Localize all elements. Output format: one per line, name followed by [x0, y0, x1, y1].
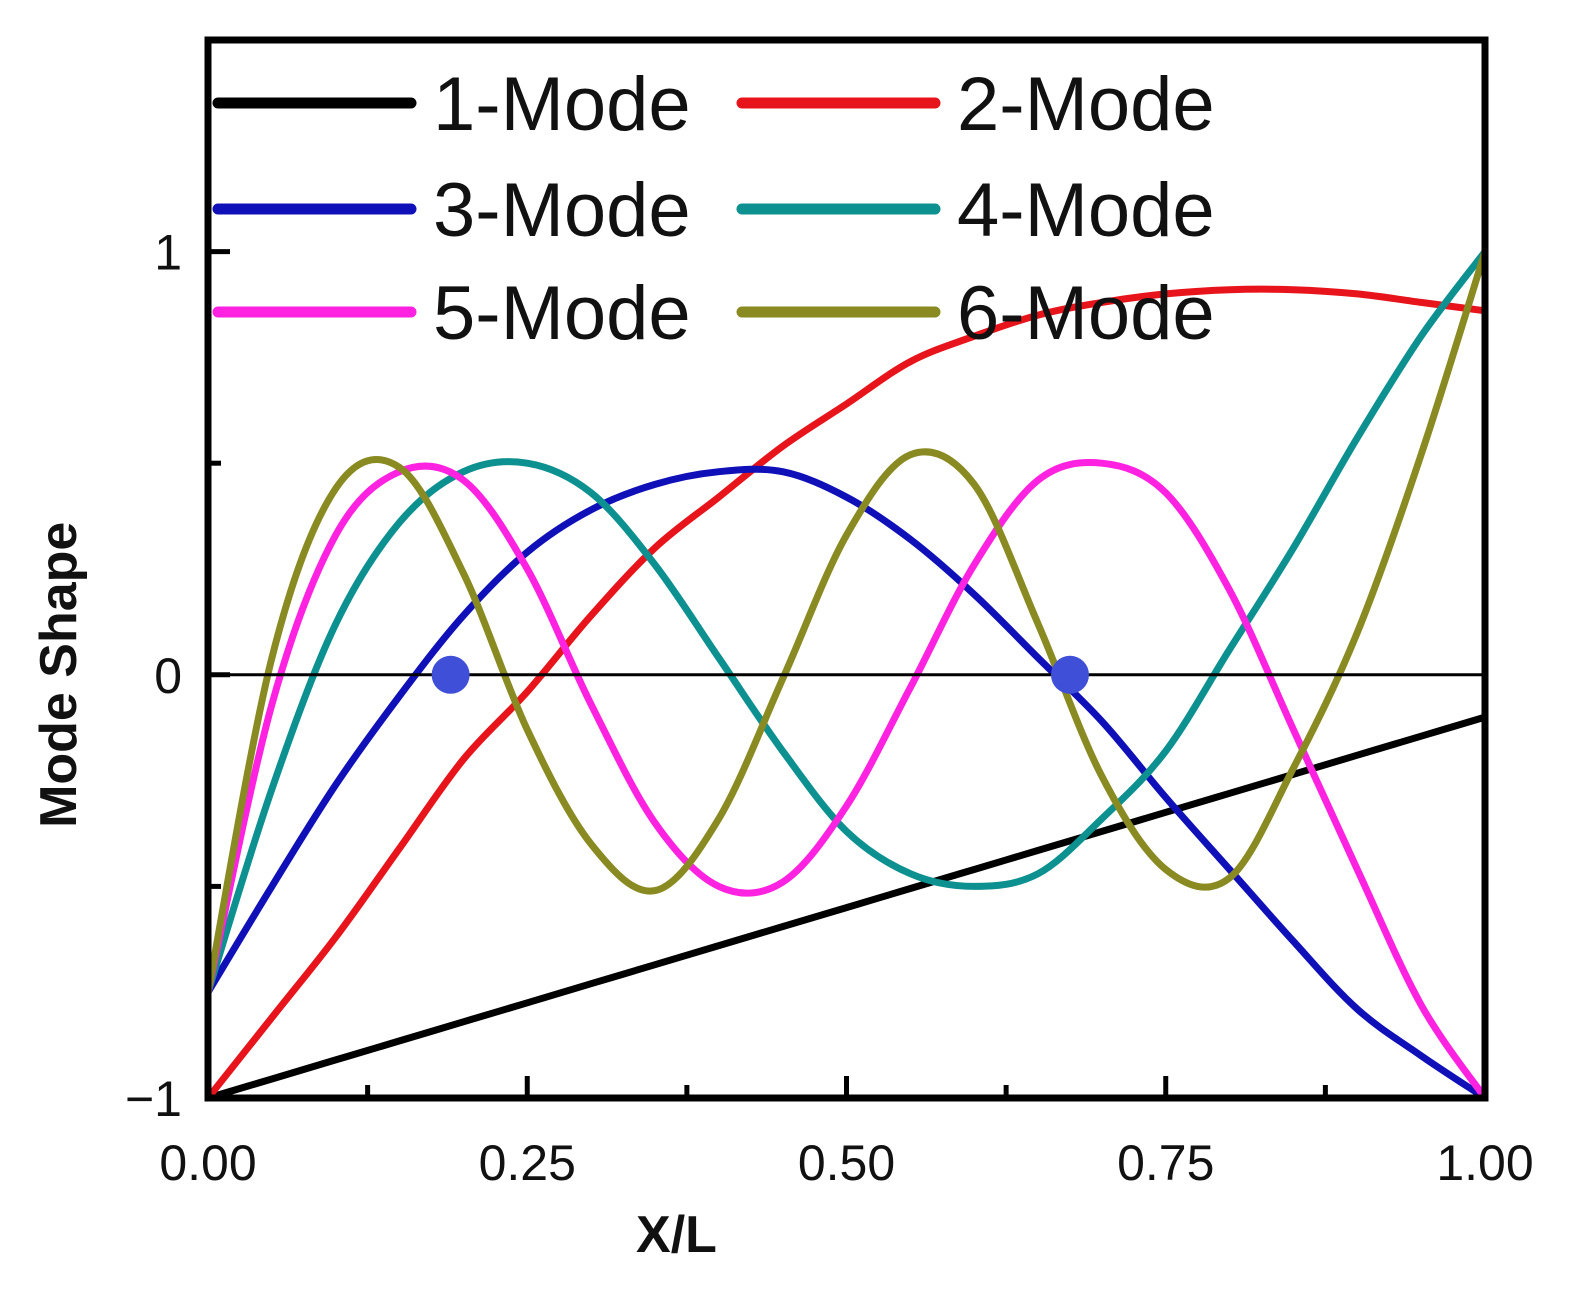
legend-label: 1-Mode	[433, 62, 691, 147]
x-tick-label-4: 1.00	[1436, 1135, 1533, 1191]
legend-item-6: 6-Mode	[736, 271, 1215, 356]
series-line-3	[204, 465, 1489, 1102]
legend-label: 3-Mode	[433, 168, 691, 253]
legend: 1-Mode 2-Mode 3-Mode 4-Mode 5-Mode 6-Mode	[212, 62, 1215, 356]
y-axis-label: Mode Shape	[30, 522, 88, 828]
tick-labels: 0.00 0.25 0.50 0.75 1.00 −1 0 1	[125, 225, 1534, 1191]
x-axis-label: X/L	[636, 1206, 717, 1264]
legend-item-4: 4-Mode	[736, 168, 1215, 253]
series-line-6	[204, 248, 1489, 996]
y-tick-label-2: 1	[154, 225, 182, 281]
legend-item-3: 3-Mode	[212, 168, 691, 253]
series-line-2	[204, 285, 1489, 1102]
series-line-4	[204, 248, 1489, 996]
x-tick-label-1: 0.25	[479, 1135, 576, 1191]
legend-item-1: 1-Mode	[212, 62, 691, 147]
series-line-5	[204, 459, 1489, 1102]
highlight-point-1	[431, 655, 470, 694]
y-tick-label-1: 0	[154, 648, 182, 704]
y-tick-label-0: −1	[125, 1071, 182, 1127]
legend-label: 2-Mode	[957, 62, 1215, 147]
highlight-points	[431, 655, 1089, 694]
series-lines	[204, 248, 1489, 1102]
legend-item-5: 5-Mode	[212, 271, 691, 356]
axis-ticks	[205, 249, 1488, 1101]
highlight-point-2	[1050, 655, 1089, 694]
legend-item-2: 2-Mode	[736, 62, 1215, 147]
legend-label: 5-Mode	[433, 271, 691, 356]
x-tick-label-0: 0.00	[159, 1135, 256, 1191]
x-tick-label-3: 0.75	[1117, 1135, 1214, 1191]
series-line-1	[204, 713, 1489, 1102]
legend-label: 6-Mode	[957, 271, 1215, 356]
x-tick-label-2: 0.50	[798, 1135, 895, 1191]
legend-label: 4-Mode	[957, 168, 1215, 253]
